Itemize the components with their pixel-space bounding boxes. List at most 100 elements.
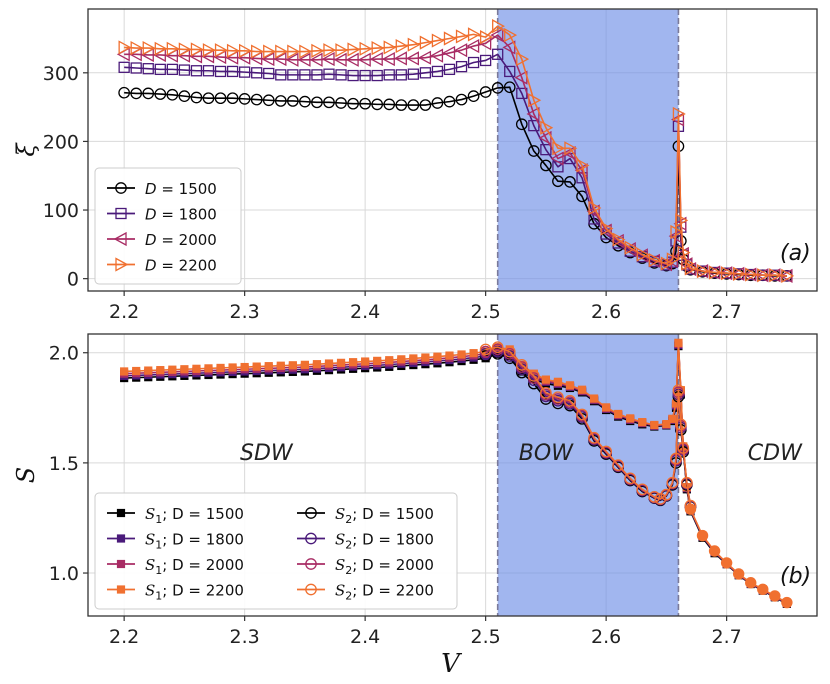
legend-label: S2; D = 2000 bbox=[335, 556, 434, 577]
legend: D = 1500 D = 1800 D = 2000 D = 2200 bbox=[94, 167, 242, 285]
data-point bbox=[467, 90, 480, 102]
data-point bbox=[323, 43, 337, 58]
data-point bbox=[469, 349, 478, 358]
data-point bbox=[361, 357, 370, 366]
data-point bbox=[132, 366, 141, 376]
data-point bbox=[638, 418, 647, 427]
data-point bbox=[467, 56, 480, 69]
data-point bbox=[419, 67, 432, 79]
data-point bbox=[466, 38, 480, 54]
data-point bbox=[733, 266, 747, 281]
y-tick-label: 2.0 bbox=[49, 343, 79, 365]
legend-label: S1; D = 1800 bbox=[145, 531, 244, 552]
data-point bbox=[624, 240, 638, 255]
data-point bbox=[576, 158, 590, 173]
data-point bbox=[433, 352, 442, 361]
x-tick-label: 2.5 bbox=[471, 626, 501, 648]
data-point bbox=[130, 62, 142, 74]
data-point bbox=[479, 30, 493, 45]
legend-swatch-marker bbox=[116, 508, 126, 518]
legend-label: S2; D = 1800 bbox=[335, 531, 434, 552]
data-point bbox=[321, 51, 335, 67]
x-axis-label: V bbox=[441, 649, 462, 679]
data-point bbox=[455, 29, 469, 44]
data-point bbox=[118, 61, 130, 73]
data-point bbox=[118, 40, 132, 55]
data-point bbox=[286, 95, 299, 107]
data-point bbox=[781, 596, 793, 609]
data-point bbox=[564, 394, 576, 407]
data-point bbox=[443, 95, 456, 108]
y-axis-label: S bbox=[12, 467, 40, 483]
data-point bbox=[192, 364, 201, 373]
data-point bbox=[178, 64, 191, 76]
data-point bbox=[421, 353, 430, 362]
legend-swatch-marker bbox=[305, 507, 317, 519]
data-point bbox=[214, 65, 227, 78]
legend-box bbox=[94, 167, 242, 285]
data-point bbox=[395, 99, 408, 111]
data-point bbox=[371, 69, 383, 82]
data-point bbox=[180, 365, 189, 374]
data-point bbox=[503, 345, 516, 358]
data-point bbox=[418, 50, 432, 65]
panel-b: 2.2 2.3 2.4 2.5 2.6 2.7 1.0 1.5 2.0 S V (b) SDW BOW CD… bbox=[12, 333, 818, 679]
data-point bbox=[323, 68, 335, 80]
data-point bbox=[600, 445, 612, 458]
data-point bbox=[672, 384, 685, 397]
legend-box bbox=[94, 492, 458, 610]
data-point bbox=[395, 38, 409, 54]
data-point bbox=[299, 95, 311, 108]
cdw-tail-points bbox=[684, 503, 793, 609]
legend-entry: S1; D = 1800 bbox=[107, 531, 244, 552]
data-point bbox=[614, 409, 623, 419]
legend-label: S1; D = 2200 bbox=[145, 582, 244, 603]
legend-swatch-marker bbox=[116, 559, 126, 569]
data-point bbox=[589, 394, 599, 403]
data-point bbox=[142, 87, 155, 100]
legend-swatch-marker bbox=[115, 257, 129, 272]
legend-label: S1; D = 1500 bbox=[145, 505, 244, 526]
x-tick-label: 2.6 bbox=[591, 301, 621, 323]
data-point bbox=[273, 51, 287, 67]
data-point bbox=[359, 69, 371, 82]
data-point bbox=[492, 19, 506, 34]
data-point bbox=[263, 67, 275, 80]
data-point bbox=[397, 355, 406, 364]
data-point bbox=[503, 81, 516, 94]
legend-label: D = 2000 bbox=[145, 231, 217, 249]
data-point bbox=[383, 40, 397, 55]
data-point bbox=[419, 35, 433, 50]
data-point bbox=[442, 45, 456, 61]
data-point bbox=[562, 145, 576, 161]
data-point bbox=[142, 41, 156, 56]
data-point bbox=[407, 68, 419, 80]
data-point bbox=[226, 43, 240, 58]
legend-label: S2; D = 1500 bbox=[335, 505, 434, 526]
legend-entry: S1; D = 1500 bbox=[107, 505, 244, 526]
y-tick-label: 1.0 bbox=[49, 563, 79, 585]
data-point bbox=[216, 363, 225, 373]
data-point bbox=[674, 338, 683, 347]
data-point bbox=[359, 97, 371, 110]
data-point bbox=[431, 97, 444, 109]
data-point bbox=[154, 88, 167, 100]
data-point bbox=[677, 245, 691, 260]
data-point bbox=[120, 367, 129, 376]
data-point bbox=[681, 256, 695, 271]
data-point bbox=[371, 98, 384, 111]
data-point bbox=[540, 144, 552, 156]
data-point bbox=[540, 159, 552, 172]
plot-frame bbox=[87, 8, 818, 292]
legend-entry: D = 1800 bbox=[107, 206, 217, 224]
data-point bbox=[324, 359, 334, 368]
data-point bbox=[228, 363, 237, 372]
data-point bbox=[527, 145, 540, 157]
data-point bbox=[654, 492, 667, 505]
data-point bbox=[515, 358, 528, 371]
data-point bbox=[610, 233, 624, 249]
data-point bbox=[479, 86, 492, 98]
data-point bbox=[166, 63, 178, 76]
data-point bbox=[336, 358, 346, 367]
data-point bbox=[252, 362, 261, 371]
